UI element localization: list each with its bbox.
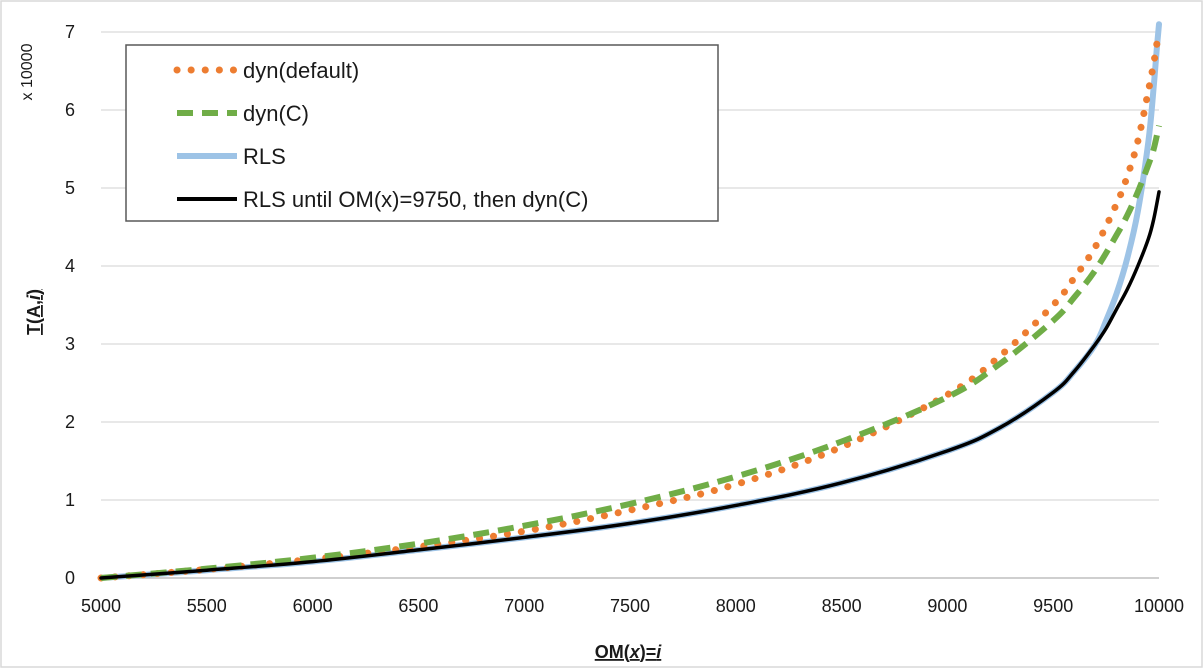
legend-box: [125, 44, 719, 222]
y-axis-title-end: ): [24, 289, 44, 295]
x-tick-label: 7500: [610, 596, 650, 616]
y-axis-title: T(A,i): [24, 289, 44, 335]
y-tick-label: 2: [65, 412, 75, 432]
y-tick-label: 5: [65, 178, 75, 198]
legend: dyn(default) dyn(C) RLS RLS until OM(x)=…: [125, 44, 719, 222]
x-tick-label: 5000: [81, 596, 121, 616]
y-multiplier-label: x 10000: [19, 43, 36, 100]
legend-label-dyn-c: dyn(C): [243, 101, 309, 126]
legend-label-dyn-default: dyn(default): [243, 58, 359, 83]
y-axis-title-main: T(A,: [24, 300, 44, 335]
y-tick-label: 3: [65, 334, 75, 354]
x-tick-label: 10000: [1134, 596, 1184, 616]
y-tick-label: 4: [65, 256, 75, 276]
legend-label-rls-until: RLS until OM(x)=9750, then dyn(C): [243, 187, 588, 212]
x-axis-title-mid: )=: [640, 642, 657, 662]
y-tick-label: 0: [65, 568, 75, 588]
x-axis-title: OM(x)=i: [595, 642, 663, 662]
tick-labels: 0 1 2 3 4 5 6 7 5000 5500 6000 6500 7000 7500 8000 8500…: [65, 22, 1184, 616]
x-axis-title-end: i: [656, 642, 662, 662]
legend-label-rls: RLS: [243, 144, 286, 169]
x-tick-label: 8000: [716, 596, 756, 616]
series-lines: [97, 21, 1163, 582]
y-tick-label: 6: [65, 100, 75, 120]
x-tick-label: 7000: [504, 596, 544, 616]
x-axis-title-main: OM(: [595, 642, 630, 662]
series-line-rls-until-dyn-c: [99, 190, 1161, 580]
x-tick-label: 5500: [187, 596, 227, 616]
series-line-dyn-c: [100, 124, 1162, 581]
x-tick-label: 6000: [293, 596, 333, 616]
x-tick-label: 8500: [822, 596, 862, 616]
y-tick-label: 7: [65, 22, 75, 42]
x-tick-label: 9500: [1033, 596, 1073, 616]
y-tick-label: 1: [65, 490, 75, 510]
x-tick-label: 6500: [398, 596, 438, 616]
x-tick-label: 9000: [927, 596, 967, 616]
x-axis-title-var: x: [629, 642, 641, 662]
series-line-dyn-default: [97, 28, 1163, 582]
y-axis-title-var: i: [24, 294, 44, 300]
